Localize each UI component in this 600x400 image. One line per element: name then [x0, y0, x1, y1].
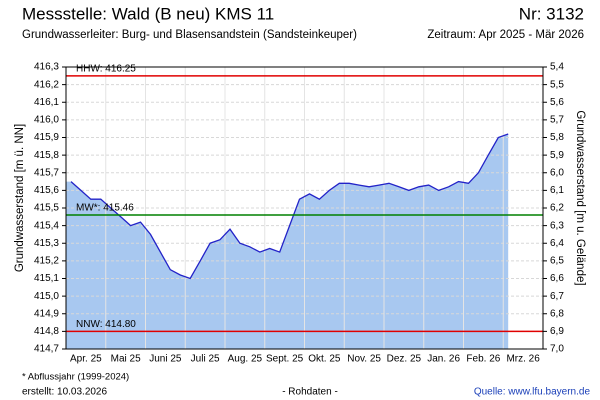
y-tick-label: 416,1 [34, 97, 59, 108]
y2-tick-label: 6,8 [550, 308, 564, 319]
reference-label: HHW: 416.25 [76, 63, 136, 74]
y2-tick-label: 5,4 [550, 62, 564, 73]
plot-frame [65, 66, 544, 350]
y-tick-label: 415,8 [34, 150, 59, 161]
y2-tick-label: 6,7 [550, 291, 564, 302]
x-tick-label: Mrz. 26 [506, 354, 540, 365]
y2-tick-label: 6,6 [550, 273, 564, 284]
station-number: Nr: 3132 [519, 4, 584, 23]
x-tick-label: Jan. 26 [427, 354, 460, 365]
y-tick-label: 415,6 [34, 185, 59, 196]
x-tick-label: Juli 25 [191, 354, 220, 365]
y2-tick-label: 6,0 [550, 167, 564, 178]
subtitle: Grundwasserleiter: Burg- und Blasensands… [22, 29, 357, 41]
note: - Rohdaten - [282, 387, 338, 398]
period: Zeitraum: Apr 2025 - Mär 2026 [427, 29, 584, 41]
chart-title: Messstelle: Wald (B neu) KMS 11 [22, 4, 274, 23]
y2-tick-label: 7,0 [550, 344, 564, 355]
y-tick-label: 416,3 [34, 62, 59, 73]
x-tick-label: Dez. 25 [387, 354, 422, 365]
footnote: * Abflussjahr (1999-2024) [22, 372, 129, 383]
y2-axis-title: Grundwasserstand [m u. Gelände] [574, 110, 586, 285]
area [66, 134, 509, 349]
x-tick-label: Apr. 25 [70, 354, 102, 365]
y-tick-label: 415,5 [34, 203, 59, 214]
reference-label: NNW: 414.80 [76, 319, 136, 330]
x-tick-label: Okt. 25 [308, 354, 341, 365]
source[interactable]: Quelle: www.lfu.bayern.de [474, 387, 591, 398]
y-tick-label: 415,2 [34, 256, 59, 267]
y2-tick-label: 6,2 [550, 203, 564, 214]
y2-tick-label: 5,9 [550, 150, 564, 161]
y-tick-label: 415,1 [34, 273, 59, 284]
x-tick-label: Nov. 25 [347, 354, 381, 365]
y2-tick-label: 6,4 [550, 238, 564, 249]
x-tick-label: Feb. 26 [466, 354, 500, 365]
y-axis-title: Grundwasserstand [m ü. NN] [14, 124, 26, 272]
y2-tick-label: 6,3 [550, 220, 564, 231]
y-tick-label: 416,0 [34, 115, 59, 126]
y2-tick-label: 6,9 [550, 326, 564, 337]
reference-label: MW*: 415.46 [76, 203, 134, 214]
y2-tick-label: 6,5 [550, 256, 564, 267]
created: erstellt: 10.03.2026 [22, 387, 107, 398]
y-tick-label: 416,2 [34, 79, 59, 90]
y2-tick-label: 5,5 [550, 79, 564, 90]
y-tick-label: 415,4 [34, 220, 59, 231]
y2-tick-label: 6,1 [550, 185, 564, 196]
x-tick-label: Mai 25 [111, 354, 141, 365]
y-tick-label: 414,7 [34, 344, 59, 355]
x-tick-label: Juni 25 [149, 354, 182, 365]
y2-tick-label: 5,6 [550, 97, 564, 108]
x-tick-label: Aug. 25 [228, 354, 263, 365]
y-tick-label: 415,7 [34, 167, 59, 178]
y-tick-label: 414,8 [34, 326, 59, 337]
y2-tick-label: 5,7 [550, 115, 564, 126]
y-tick-label: 415,9 [34, 132, 59, 143]
line [70, 133, 509, 280]
y-tick-label: 415,0 [34, 291, 59, 302]
y2-tick-label: 5,8 [550, 132, 564, 143]
x-tick-label: Sept. 25 [266, 354, 304, 365]
y-tick-label: 414,9 [34, 308, 59, 319]
y-tick-label: 415,3 [34, 238, 59, 249]
